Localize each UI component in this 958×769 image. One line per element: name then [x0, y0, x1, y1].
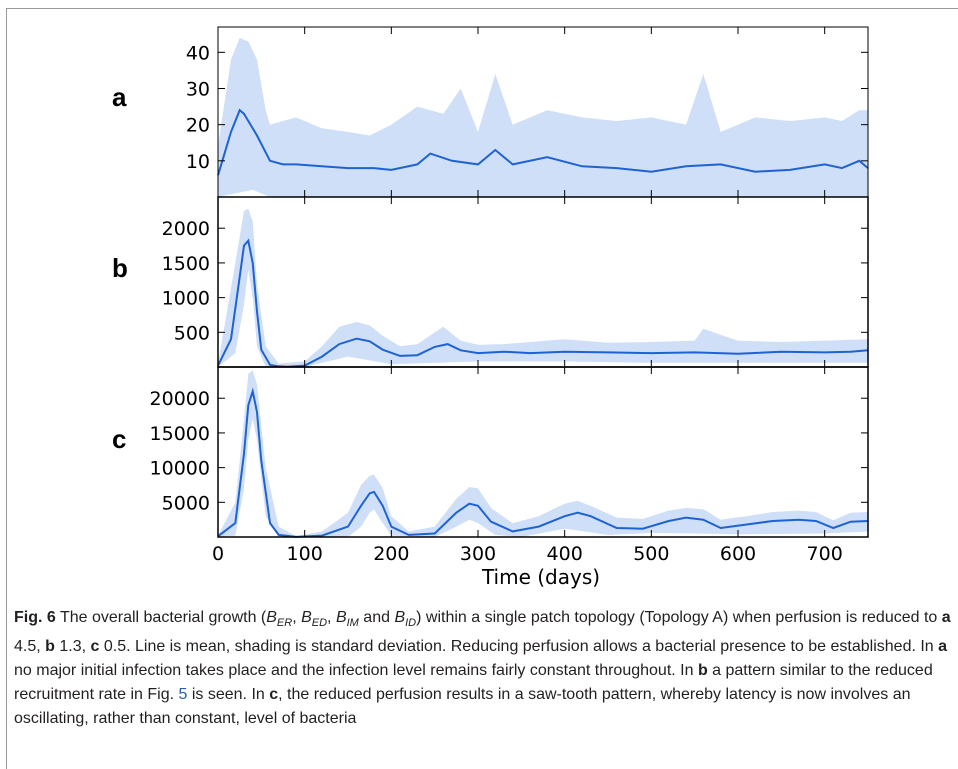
- figure-reference-link[interactable]: 5: [178, 686, 188, 704]
- figure-chart: 1020304050010001500200050001000015000200…: [112, 26, 869, 589]
- caption-var: B: [301, 609, 312, 626]
- x-axis-label: Time (days): [481, 565, 600, 589]
- x-tick-label: 100: [287, 543, 323, 565]
- std-band-b: [218, 208, 868, 367]
- caption-text: a pattern similar to the reduced recruit…: [14, 662, 933, 704]
- caption-var: B: [394, 609, 406, 626]
- x-tick-label: 500: [633, 543, 669, 565]
- caption-text: ,: [327, 609, 336, 626]
- caption-sub: IM: [346, 617, 359, 630]
- caption-text: 4.5,: [14, 638, 46, 656]
- caption-var: B: [335, 609, 347, 626]
- y-tick-label-c: 15000: [150, 423, 210, 445]
- mean-line-a: [217, 108, 869, 176]
- x-tick-label: 0: [212, 543, 224, 565]
- y-tick-label-a: 30: [186, 78, 210, 100]
- panel-label-b: b: [112, 253, 128, 283]
- std-band-c: [218, 370, 868, 537]
- caption-sub: ED: [311, 617, 328, 630]
- y-tick-label-c: 20000: [150, 388, 210, 410]
- caption-panel-ref: a: [941, 609, 951, 626]
- y-tick-label-b: 500: [174, 322, 210, 344]
- caption-text: 1.3,: [54, 638, 91, 656]
- caption-sub: ID: [405, 617, 417, 630]
- axes-frame-c: [217, 366, 869, 538]
- caption-text: 0.5. Line is mean, shading is standard d…: [99, 638, 939, 656]
- caption-var: B: [266, 609, 277, 626]
- x-tick-label: 300: [460, 543, 496, 565]
- mean-line-c: [217, 387, 869, 538]
- caption-panel-ref: c: [90, 638, 100, 656]
- caption-panel-ref: b: [45, 638, 55, 656]
- y-tick-label-b: 1000: [162, 288, 210, 310]
- y-tick-label-b: 1500: [162, 253, 210, 275]
- caption-text: and: [358, 609, 395, 626]
- caption-fig-label: Fig. 6: [14, 609, 56, 626]
- caption-text: no major initial infection takes place a…: [14, 662, 698, 680]
- caption-text: ) within a single patch topology (Topolo…: [416, 609, 942, 626]
- x-tick-label: 200: [373, 543, 409, 565]
- caption-text: , the reduced perfusion results in a saw…: [14, 686, 911, 728]
- caption-text: is seen. In: [187, 686, 270, 704]
- panel-label-a: a: [112, 82, 127, 112]
- y-tick-label-c: 5000: [162, 492, 210, 514]
- caption-panel-ref: c: [269, 686, 279, 704]
- caption-text: ,: [292, 609, 302, 626]
- figure-caption: Fig. 6 The overall bacterial growth (BER…: [14, 606, 954, 731]
- caption-sub: ER: [276, 617, 293, 630]
- y-tick-label-a: 20: [186, 115, 210, 137]
- panel-label-c: c: [112, 424, 126, 454]
- caption-panel-ref: a: [938, 638, 948, 656]
- x-tick-label: 400: [547, 543, 583, 565]
- mean-line-b: [217, 238, 869, 368]
- x-tick-label: 700: [807, 543, 843, 565]
- y-tick-label-c: 10000: [150, 458, 210, 480]
- y-tick-label-b: 2000: [162, 218, 210, 240]
- caption-panel-ref: b: [697, 662, 708, 680]
- x-tick-label: 600: [720, 543, 756, 565]
- std-band-a: [218, 37, 868, 198]
- y-tick-label-a: 10: [186, 151, 210, 173]
- caption-text: The overall bacterial growth (: [59, 609, 267, 626]
- y-tick-label-a: 40: [186, 42, 210, 64]
- figure-frame: [6, 8, 958, 769]
